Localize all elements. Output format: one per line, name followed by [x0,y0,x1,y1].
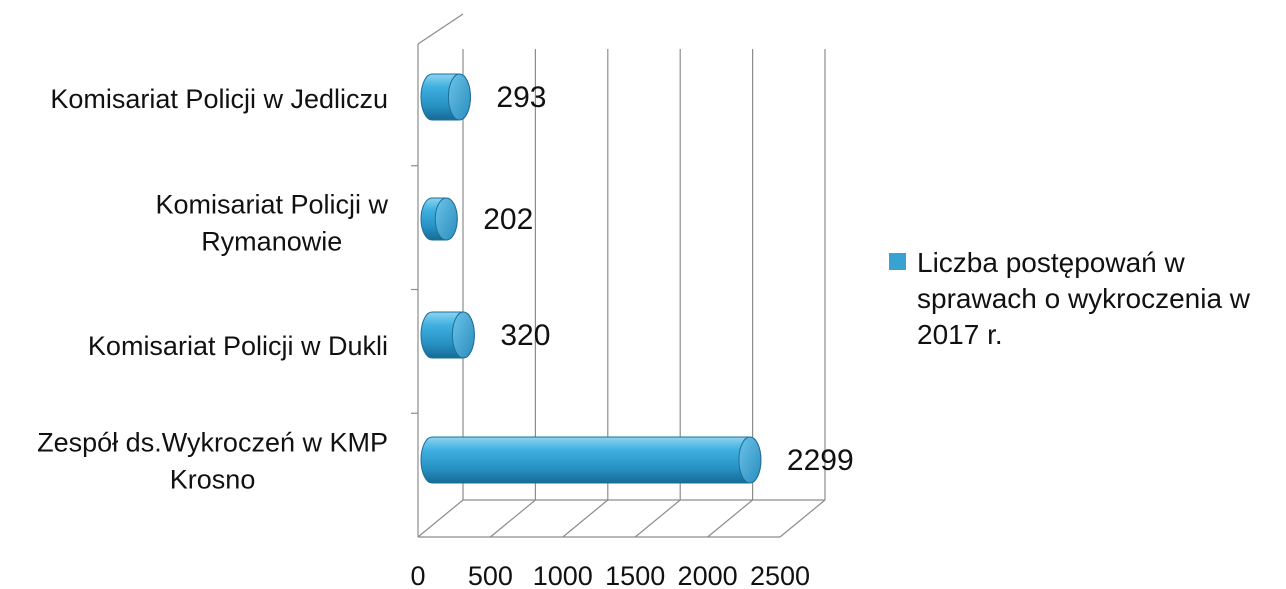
bar-cap [447,73,471,121]
data-label: 202 [483,203,533,236]
gridlines [417,49,826,538]
legend-text: Liczba postępowań w sprawach o wykroczen… [917,247,1258,350]
bars [420,73,762,484]
x-tick-label: 1500 [605,561,665,589]
legend-swatch [889,253,906,270]
data-label: 320 [500,319,550,352]
category-label-line: Komisariat Policji w Jedliczu [50,84,388,114]
bar-cap [738,436,762,484]
category-label-line: Komisariat Policji w Dukli [88,331,388,361]
axes [411,13,825,538]
x-tick-label: 500 [468,561,513,589]
labels: 0 500 1000 1500 2000 2500 293 202 320 2299 Komisar… [37,81,854,589]
floor-line [417,499,464,538]
floor-line [779,499,826,538]
x-tick-label: 2000 [678,561,738,589]
legend-line: sprawach o wykroczenia w [917,283,1251,314]
category-label-line: Zespół ds.Wykroczeń w KMP [37,428,388,458]
x-tick-label: 1000 [533,561,593,589]
category-label: Zespół ds.Wykroczeń w KMP Krosno [37,428,388,495]
floor-line [490,499,536,538]
data-label: 293 [496,81,546,114]
bar-cap [434,197,458,241]
data-label: 2299 [787,444,854,477]
bar-cap [451,311,475,359]
category-label: Komisariat Policji w Dukli [88,331,388,361]
category-label: Komisariat Policji w Jedliczu [50,84,388,114]
legend: Liczba postępowań w sprawach o wykroczen… [889,247,1258,350]
x-tick-label: 0 [410,561,425,589]
legend-line: 2017 r. [917,319,1003,350]
bar [420,436,762,484]
category-label-line: Komisariat Policji w [155,190,388,220]
floor-line [562,499,609,538]
legend-line: Liczba postępowań w [917,247,1186,278]
wall-top-line [417,13,464,45]
category-label: Komisariat Policji w Rymanowie [155,190,388,257]
floor-line [634,499,681,538]
category-label-line: Rymanowie [201,227,342,257]
floor-line [707,499,753,538]
x-tick-label: 2500 [750,561,810,589]
category-label-line: Krosno [170,465,256,495]
